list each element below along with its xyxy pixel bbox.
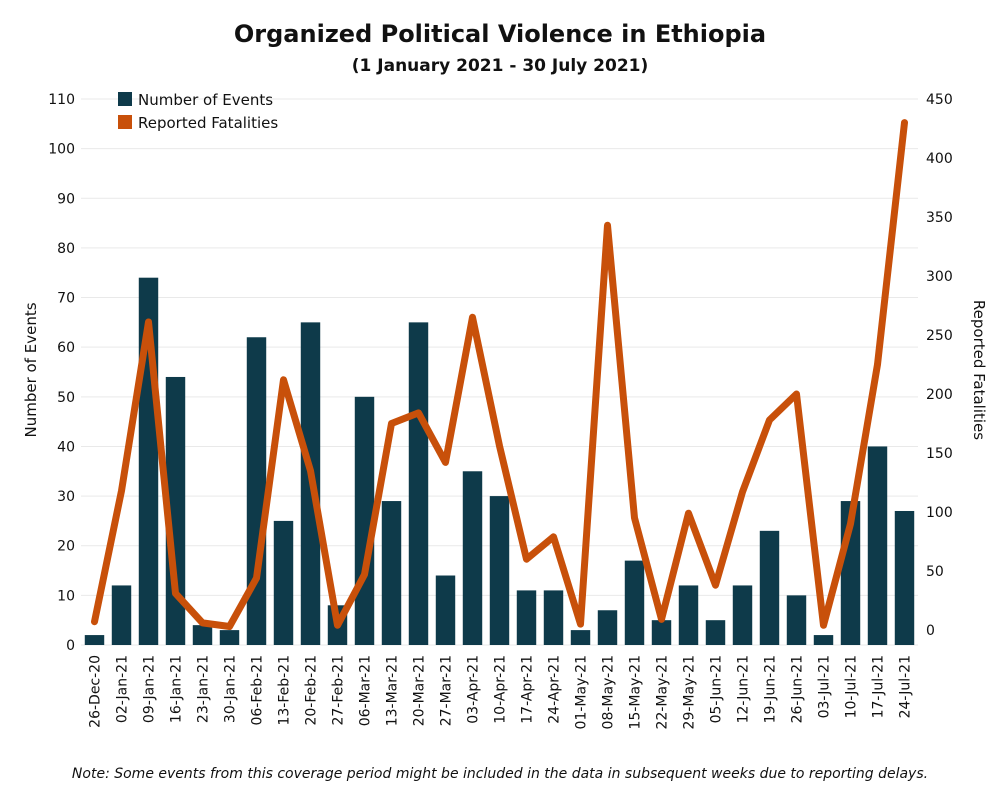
bar-events — [273, 520, 294, 645]
bar-events — [651, 620, 672, 645]
bar-events — [732, 585, 753, 645]
bar-events — [192, 625, 213, 645]
x-tick-label: 22-May-21 — [655, 655, 671, 729]
right-tick-label: 250 — [926, 328, 953, 344]
right-tick-label: 400 — [926, 151, 953, 167]
x-tick-label: 24-Jul-21 — [898, 655, 914, 718]
bar-events — [489, 496, 510, 645]
right-axis-ticks: 0 50 100 150 200 250 300 350 400 450 — [926, 92, 953, 639]
bar-events — [759, 530, 780, 645]
x-tick-label: 26-Jun-21 — [790, 655, 806, 723]
left-tick-label: 100 — [48, 142, 75, 158]
bar-events — [570, 630, 591, 645]
bar-events — [597, 610, 618, 645]
x-tick-label: 20-Mar-21 — [412, 655, 428, 726]
bar-events — [435, 575, 456, 645]
legend-swatch-fatalities — [118, 115, 132, 129]
x-tick-label: 13-Mar-21 — [385, 655, 401, 726]
left-tick-label: 40 — [57, 439, 75, 455]
x-tick-label: 24-Apr-21 — [547, 655, 563, 724]
bar-events — [813, 635, 834, 645]
x-tick-label: 19-Jun-21 — [763, 655, 779, 723]
right-tick-label: 350 — [926, 210, 953, 226]
bar-events — [381, 501, 402, 645]
right-axis-label: Reported Fatalities — [970, 300, 988, 440]
bar-events — [624, 560, 645, 645]
bar-events — [462, 471, 483, 645]
bar-events — [246, 337, 267, 645]
right-tick-label: 150 — [926, 446, 953, 462]
bar-events — [678, 585, 699, 645]
bar-events — [705, 620, 726, 645]
bar-events — [219, 630, 240, 645]
bar-events — [516, 590, 537, 645]
x-tick-label: 05-Jun-21 — [709, 655, 725, 723]
x-tick-label: 06-Feb-21 — [250, 655, 266, 726]
legend-label-fatalities: Reported Fatalities — [138, 114, 278, 132]
fatalities-line — [91, 119, 908, 630]
x-tick-label: 27-Mar-21 — [439, 655, 455, 726]
x-tick-label: 15-May-21 — [628, 655, 644, 729]
x-tick-label: 03-Jul-21 — [817, 655, 833, 718]
x-tick-label: 09-Jan-21 — [142, 655, 158, 723]
line-series-fatalities — [91, 119, 908, 630]
left-tick-label: 20 — [57, 539, 75, 555]
x-tick-label: 23-Jan-21 — [196, 655, 212, 723]
legend-swatch-events — [118, 92, 132, 106]
left-tick-label: 60 — [57, 340, 75, 356]
x-tick-label: 02-Jan-21 — [115, 655, 131, 723]
x-tick-label: 08-May-21 — [601, 655, 617, 729]
x-tick-label: 03-Apr-21 — [466, 655, 482, 724]
left-tick-label: 70 — [57, 291, 75, 307]
bar-events — [894, 510, 915, 645]
right-tick-label: 300 — [926, 269, 953, 285]
bar-events — [408, 322, 429, 645]
x-axis-ticks: 26-Dec-20 02-Jan-21 09-Jan-21 16-Jan-21 23-J… — [88, 655, 914, 729]
legend: Number of Events Reported Fatalities — [118, 91, 278, 132]
bar-events — [786, 595, 807, 645]
right-tick-label: 0 — [926, 623, 935, 639]
bar-events — [543, 590, 564, 645]
x-tick-label: 26-Dec-20 — [88, 655, 104, 728]
bar-series-events — [84, 277, 915, 645]
left-tick-label: 30 — [57, 489, 75, 505]
x-tick-label: 01-May-21 — [574, 655, 590, 729]
left-tick-label: 90 — [57, 191, 75, 207]
right-tick-label: 450 — [926, 92, 953, 108]
x-tick-label: 20-Feb-21 — [304, 655, 320, 726]
left-tick-label: 80 — [57, 241, 75, 257]
chart-title: Organized Political Violence in Ethiopia — [233, 20, 767, 48]
left-axis-ticks: 0 10 20 30 40 50 60 70 80 90 100 110 — [48, 92, 75, 654]
x-tick-label: 12-Jun-21 — [736, 655, 752, 723]
right-tick-label: 50 — [926, 564, 944, 580]
bar-events — [84, 635, 105, 645]
bar-events — [867, 446, 888, 645]
chart-subtitle: (1 January 2021 - 30 July 2021) — [351, 56, 649, 76]
x-tick-label: 16-Jan-21 — [169, 655, 185, 723]
left-tick-label: 50 — [57, 390, 75, 406]
left-axis-label: Number of Events — [22, 302, 40, 437]
x-tick-label: 17-Apr-21 — [520, 655, 536, 724]
footnote: Note: Some events from this coverage per… — [71, 766, 929, 782]
x-tick-label: 27-Feb-21 — [331, 655, 347, 726]
x-tick-label: 06-Mar-21 — [358, 655, 374, 726]
x-tick-label: 10-Apr-21 — [493, 655, 509, 724]
legend-label-events: Number of Events — [138, 91, 273, 109]
left-tick-label: 110 — [48, 92, 75, 108]
bar-events — [111, 585, 132, 645]
x-tick-label: 10-Jul-21 — [844, 655, 860, 718]
x-tick-label: 17-Jul-21 — [871, 655, 887, 718]
x-tick-label: 29-May-21 — [682, 655, 698, 729]
right-tick-label: 100 — [926, 505, 953, 521]
left-tick-label: 10 — [57, 588, 75, 604]
right-tick-label: 200 — [926, 387, 953, 403]
x-tick-label: 30-Jan-21 — [223, 655, 239, 723]
left-tick-label: 0 — [66, 638, 75, 654]
x-tick-label: 13-Feb-21 — [277, 655, 293, 726]
